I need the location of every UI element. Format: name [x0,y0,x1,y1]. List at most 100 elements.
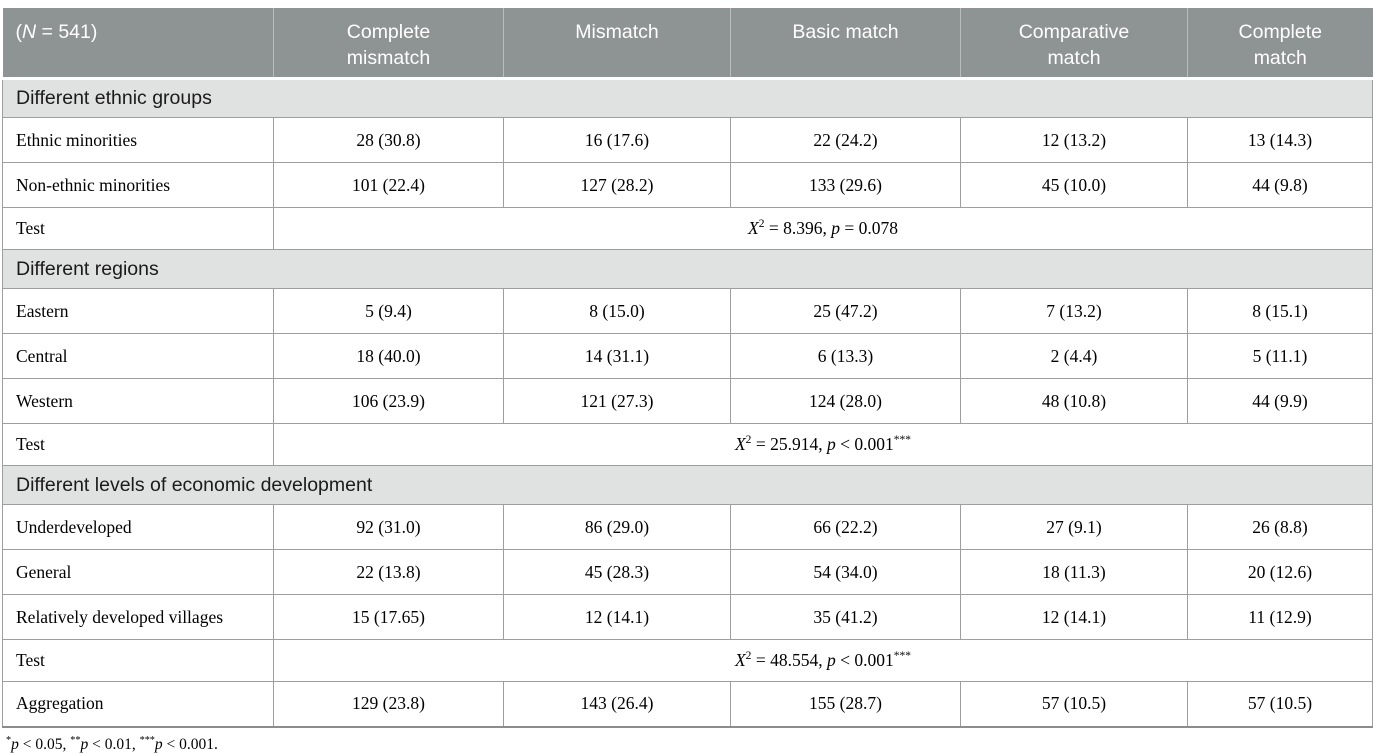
cell-value: 5 (11.1) [1187,333,1373,379]
chi-square-statistic: X2 = 25.914, p < 0.001*** [273,423,1373,466]
chi-symbol: X [734,434,746,454]
chi-symbol: X [734,650,746,670]
cell-value: 5 (9.4) [273,288,504,334]
cell-value: 86 (29.0) [503,504,731,550]
cell-value: 44 (9.8) [1187,162,1373,208]
p-symbol: p [831,218,840,238]
cell-value: 92 (31.0) [273,504,504,550]
crosstab-table: (N = 541) Complete mismatch Mismatch Bas… [2,8,1373,728]
cell-value: 7 (13.2) [960,288,1188,334]
table-row-western: Western 106 (23.9) 121 (27.3) 124 (28.0)… [2,378,1373,424]
column-header-comparative-match: Comparative match [960,8,1188,80]
significance-stars: *** [893,650,912,663]
cell-value: 27 (9.1) [960,504,1188,550]
cell-value: 26 (8.8) [1187,504,1373,550]
cell-value: 6 (13.3) [730,333,961,379]
row-label: Non-ethnic minorities [2,162,274,208]
section-header-regions: Different regions [2,249,1373,289]
cell-value: 35 (41.2) [730,594,961,640]
n-symbol: N [22,21,37,43]
cell-value: 22 (13.8) [273,549,504,595]
cell-value: 143 (26.4) [503,681,731,728]
p-value: < 0.001 [835,434,894,454]
section-title: Different levels of economic development [2,465,1373,505]
table-row-relatively-developed-villages: Relatively developed villages 15 (17.65)… [2,594,1373,640]
chi-square-statistic: X2 = 8.396, p = 0.078 [273,207,1373,250]
cell-value: 16 (17.6) [503,117,731,163]
cell-value: 22 (24.2) [730,117,961,163]
p-symbol: p [80,735,89,753]
row-label: Ethnic minorities [2,117,274,163]
column-header-complete-mismatch: Complete mismatch [273,8,504,80]
cell-value: 12 (13.2) [960,117,1188,163]
cell-value: 20 (12.6) [1187,549,1373,595]
table-row-eastern: Eastern 5 (9.4) 8 (15.0) 25 (47.2) 7 (13… [2,288,1373,334]
cell-value: 28 (30.8) [273,117,504,163]
row-label: Eastern [2,288,274,334]
test-row-ethnic-groups: Test X2 = 8.396, p = 0.078 [2,207,1373,250]
cell-value: 48 (10.8) [960,378,1188,424]
cell-value: 57 (10.5) [960,681,1188,728]
chi-exponent: 2 [758,218,765,231]
header-row: (N = 541) Complete mismatch Mismatch Bas… [2,8,1373,80]
column-header-basic-match: Basic match [730,8,961,80]
sample-size-header: (N = 541) [2,8,274,80]
cell-value: 124 (28.0) [730,378,961,424]
table-row-aggregation: Aggregation 129 (23.8) 143 (26.4) 155 (2… [2,681,1373,728]
cell-value: 12 (14.1) [960,594,1188,640]
p-symbol: p [11,735,19,753]
test-row-economic-development: Test X2 = 48.554, p < 0.001*** [2,639,1373,682]
cell-value: 54 (34.0) [730,549,961,595]
cell-value: 155 (28.7) [730,681,961,728]
chi-square-statistic: X2 = 48.554, p < 0.001*** [273,639,1373,682]
cell-value: 18 (40.0) [273,333,504,379]
row-label: Relatively developed villages [2,594,274,640]
cell-value: 13 (14.3) [1187,117,1373,163]
test-label: Test [2,639,274,682]
p-value: = 0.078 [839,218,898,238]
p-symbol: p [154,735,163,753]
cell-value: 14 (31.1) [503,333,731,379]
cell-value: 57 (10.5) [1187,681,1373,728]
cell-value: 12 (14.1) [503,594,731,640]
cell-value: 2 (4.4) [960,333,1188,379]
row-label: Aggregation [2,681,274,728]
test-label: Test [2,207,274,250]
significance-stars: * [6,734,12,746]
table-row-underdeveloped: Underdeveloped 92 (31.0) 86 (29.0) 66 (2… [2,504,1373,550]
cell-value: 25 (47.2) [730,288,961,334]
section-header-economic-development: Different levels of economic development [2,465,1373,505]
cell-value: 45 (10.0) [960,162,1188,208]
section-title: Different ethnic groups [2,78,1373,118]
cell-value: 8 (15.0) [503,288,731,334]
cell-value: 15 (17.65) [273,594,504,640]
chi-symbol: X [748,218,759,238]
row-label: Central [2,333,274,379]
table-row-non-ethnic-minorities: Non-ethnic minorities 101 (22.4) 127 (28… [2,162,1373,208]
section-title: Different regions [2,249,1373,289]
cell-value: 133 (29.6) [730,162,961,208]
significance-stars: *** [139,734,155,746]
chi-exponent: 2 [745,650,752,663]
footnote-part: **p < 0.01, [70,734,139,753]
chi-value: = 25.914, [751,434,827,454]
row-label: Underdeveloped [2,504,274,550]
significance-stars: ** [70,734,81,746]
p-symbol: p [826,650,836,670]
chi-value: = 8.396, [764,218,832,238]
column-header-complete-match: Complete match [1187,8,1373,80]
cell-value: 101 (22.4) [273,162,504,208]
cell-value: 18 (11.3) [960,549,1188,595]
n-value: = 541) [36,21,98,43]
table-row-central: Central 18 (40.0) 14 (31.1) 6 (13.3) 2 (… [2,333,1373,379]
p-value: < 0.001 [835,650,894,670]
cell-value: 44 (9.9) [1187,378,1373,424]
cell-value: 45 (28.3) [503,549,731,595]
footnote-part: *p < 0.05, [6,734,70,753]
cell-value: 106 (23.9) [273,378,504,424]
cell-value: 8 (15.1) [1187,288,1373,334]
cell-value: 129 (23.8) [273,681,504,728]
chi-exponent: 2 [745,434,752,447]
cell-value: 66 (22.2) [730,504,961,550]
row-label: Western [2,378,274,424]
